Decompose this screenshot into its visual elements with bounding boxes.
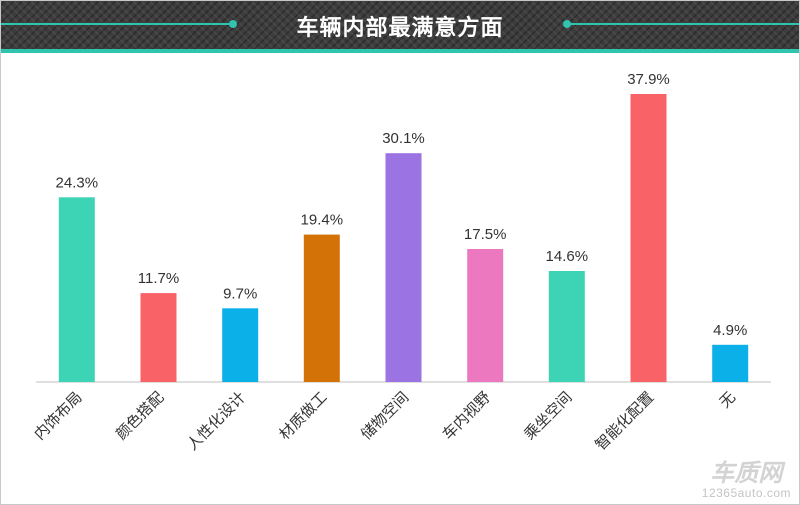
bar-value-label: 17.5% xyxy=(464,226,507,243)
x-tick-label: 储物空间 xyxy=(357,388,412,443)
bar xyxy=(385,153,422,382)
bar xyxy=(630,94,667,382)
watermark-logo: 车质网 xyxy=(710,459,783,487)
title-rule-dot-left xyxy=(229,20,237,28)
bar xyxy=(467,249,504,382)
bar xyxy=(222,308,259,382)
title-rule-dot-right xyxy=(563,20,571,28)
x-tick-label: 内饰布局 xyxy=(30,388,85,443)
x-tick-label: 乘坐空间 xyxy=(520,388,575,443)
watermark: 车质网 12365auto.com xyxy=(702,460,791,500)
title-rule-left xyxy=(1,23,233,25)
watermark-url: 12365auto.com xyxy=(701,486,791,500)
title-rule-right xyxy=(567,23,799,25)
bar xyxy=(140,293,177,382)
x-tick-label: 智能化配置 xyxy=(592,388,658,454)
bar xyxy=(548,271,585,382)
x-tick-label: 车内视野 xyxy=(439,388,494,443)
x-tick-label: 无 xyxy=(716,388,739,411)
bar-value-label: 19.4% xyxy=(301,212,344,229)
bar xyxy=(712,344,749,382)
bar-value-label: 9.7% xyxy=(223,285,257,302)
bar-value-label: 11.7% xyxy=(138,270,179,287)
title-banner xyxy=(1,1,799,49)
bar-value-label: 24.3% xyxy=(56,174,99,191)
bar-value-label: 4.9% xyxy=(713,322,747,339)
x-tick-label: 材质做工 xyxy=(275,388,330,443)
x-tick-label: 人性化设计 xyxy=(183,388,249,454)
bar xyxy=(58,197,95,382)
bar-value-label: 14.6% xyxy=(546,248,589,265)
bar-value-label: 37.9% xyxy=(627,71,670,88)
x-tick-label: 颜色搭配 xyxy=(112,388,167,443)
bar xyxy=(303,234,340,382)
chart-title: 车辆内部最满意方面 xyxy=(296,16,504,41)
title-accent-band xyxy=(1,49,799,53)
bar-value-label: 30.1% xyxy=(382,130,425,147)
